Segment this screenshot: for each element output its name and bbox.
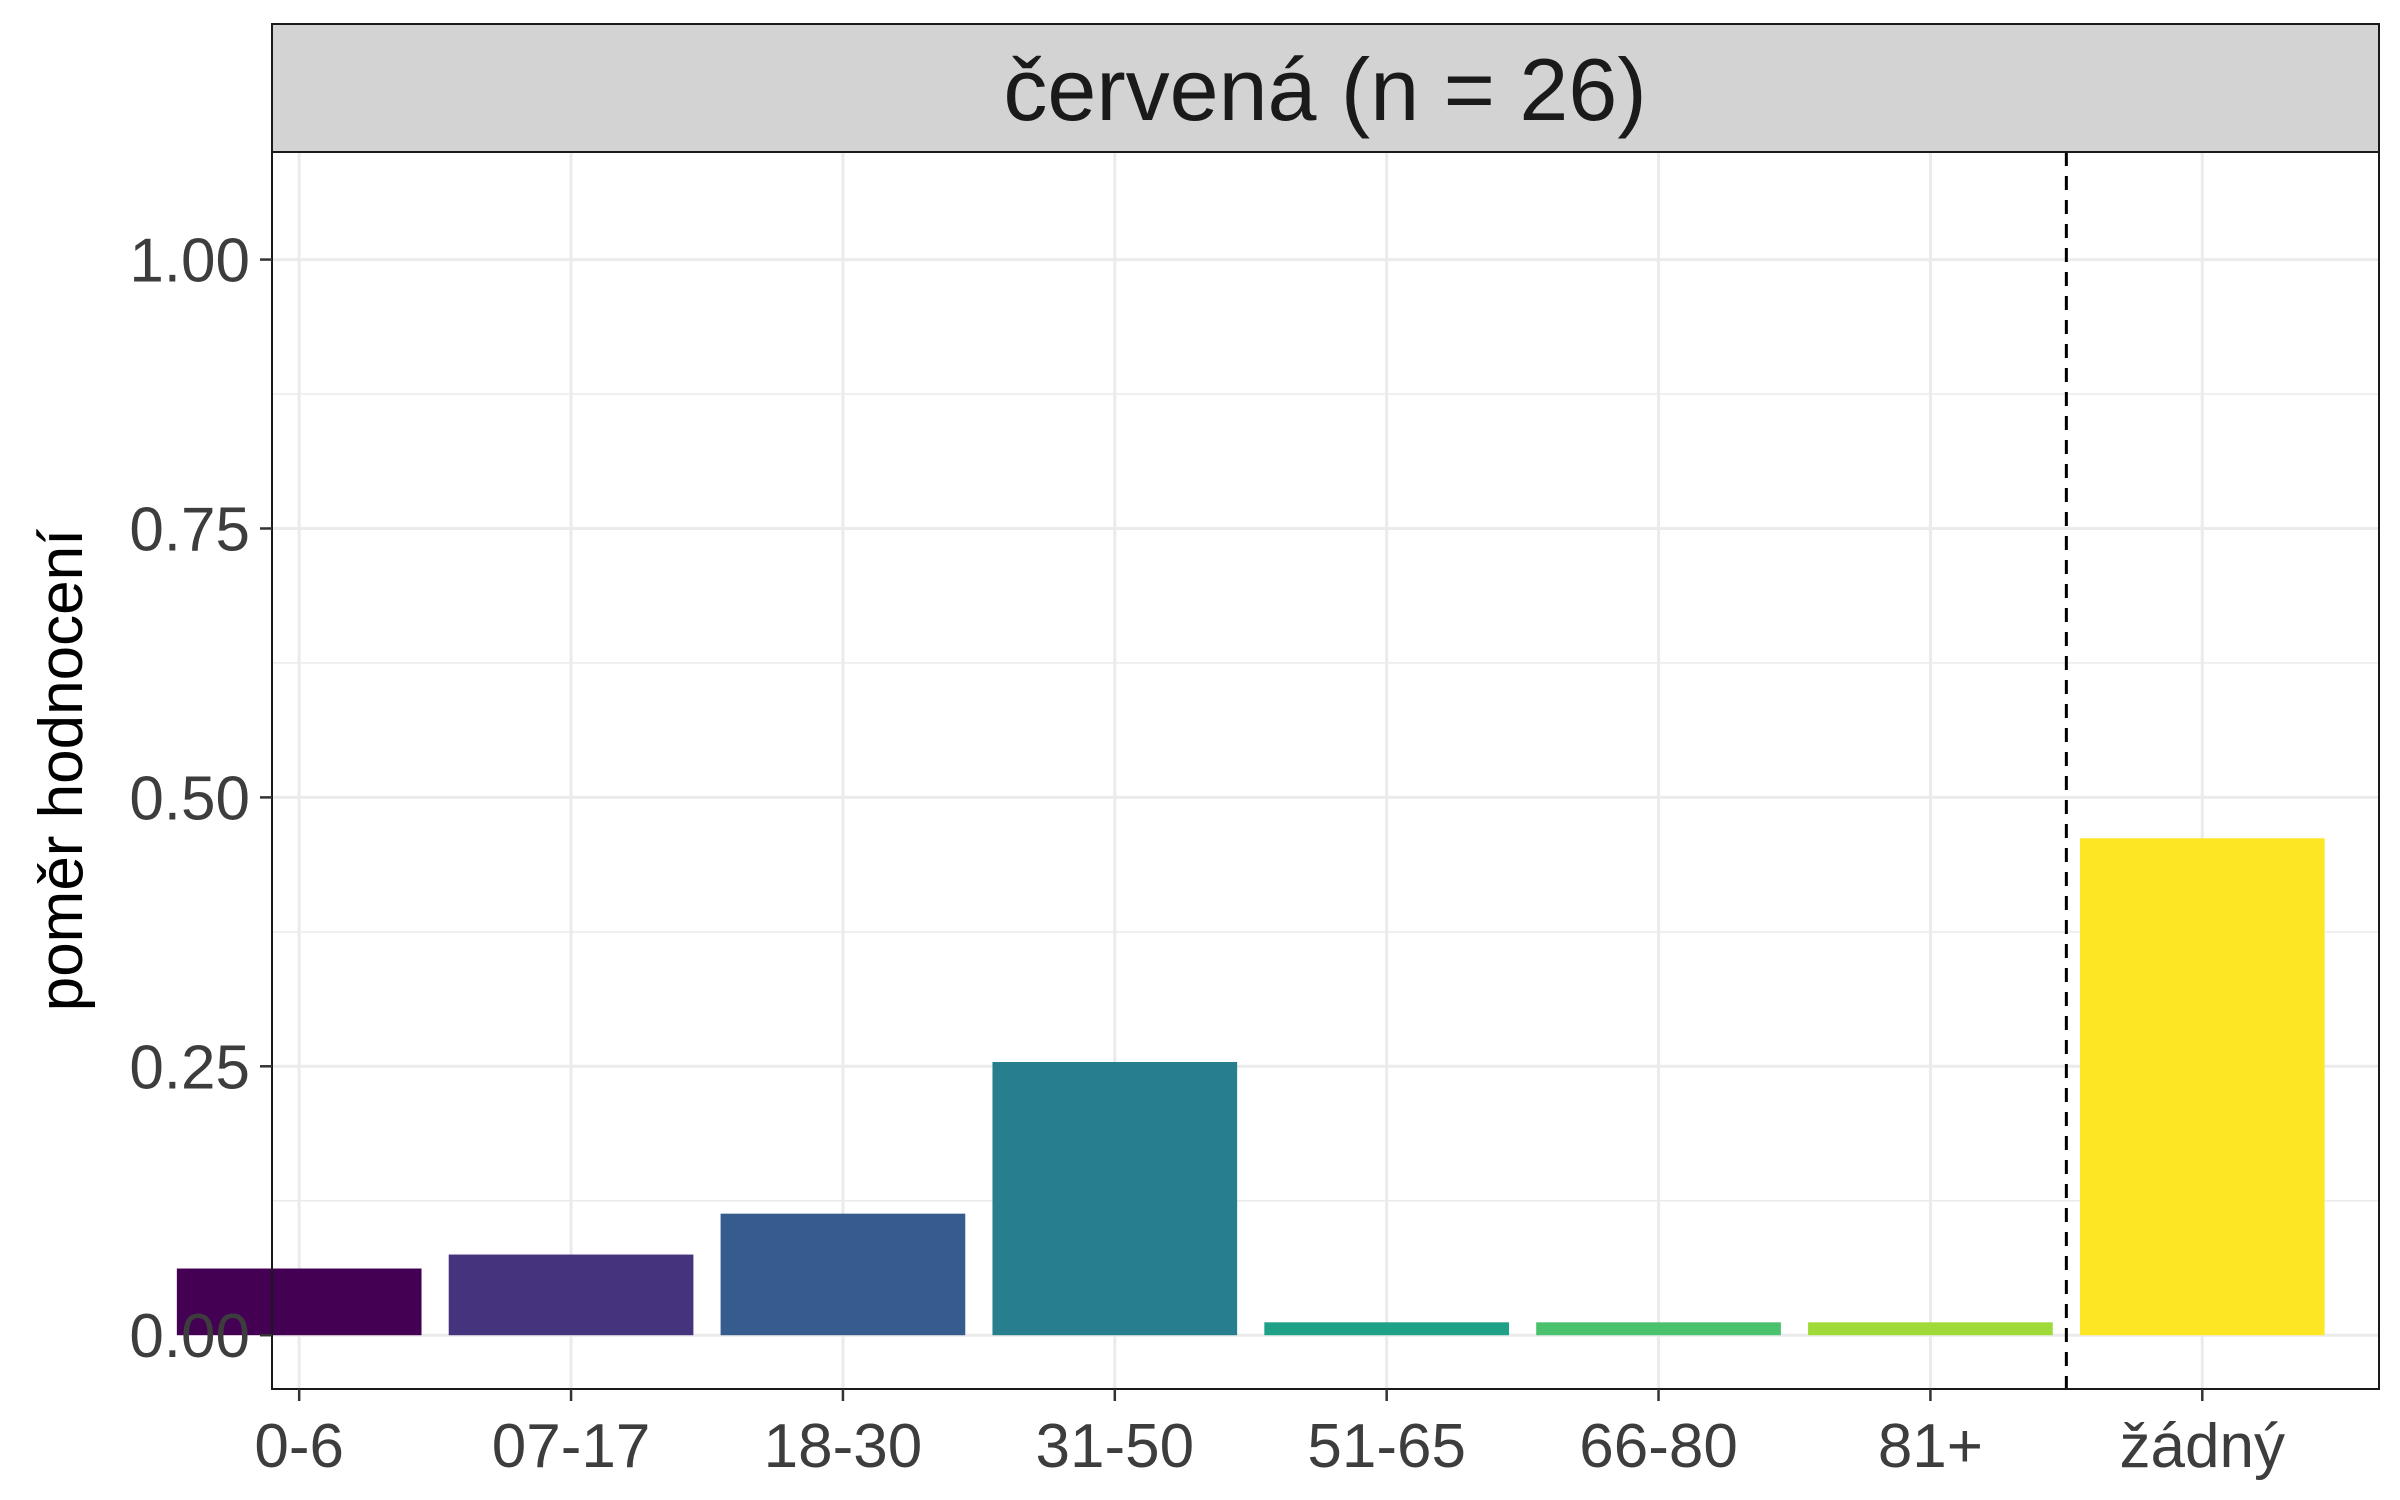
y-tick-label: 0.75 (129, 495, 250, 564)
x-tick-label: 51-65 (1307, 1412, 1466, 1481)
bar-žádný (2079, 838, 2325, 1336)
plot-panel-border (271, 151, 2380, 1390)
bar-0-6 (176, 1268, 422, 1336)
y-tick-label: 0.00 (129, 1302, 250, 1371)
bar-31-50 (992, 1062, 1238, 1336)
bar-18-30 (720, 1213, 966, 1336)
y-axis-title: poměr hodnocení (27, 529, 96, 1012)
facet-strip-title: červená (n = 26) (1003, 40, 1646, 139)
x-tick-label: 31-50 (1036, 1412, 1195, 1481)
bar-51-65 (1264, 1322, 1510, 1336)
x-tick-label: žádný (2120, 1412, 2285, 1481)
y-tick-label: 0.50 (129, 764, 250, 833)
bars (176, 838, 2325, 1336)
plot-panel (272, 152, 2379, 1389)
y-tick-label: 0.25 (129, 1033, 250, 1102)
bar-07-17 (448, 1254, 694, 1336)
bar-81+ (1808, 1322, 2053, 1336)
x-tick-label: 81+ (1878, 1412, 1983, 1481)
x-axis: 0-6 07-17 18-30 31-50 51-65 66-80 81+ žádný (254, 1389, 2285, 1481)
bar-66-80 (1536, 1322, 1781, 1336)
gridlines (272, 152, 2379, 1389)
x-tick-label: 0-6 (254, 1412, 344, 1481)
facet-strip (271, 23, 2380, 153)
x-tick-label: 66-80 (1579, 1412, 1738, 1481)
y-axis: 0.00 0.25 0.50 0.75 1.00 (129, 227, 272, 1371)
x-tick-label: 07-17 (492, 1412, 651, 1481)
y-tick-label: 1.00 (129, 227, 250, 296)
x-tick-label: 18-30 (764, 1412, 923, 1481)
